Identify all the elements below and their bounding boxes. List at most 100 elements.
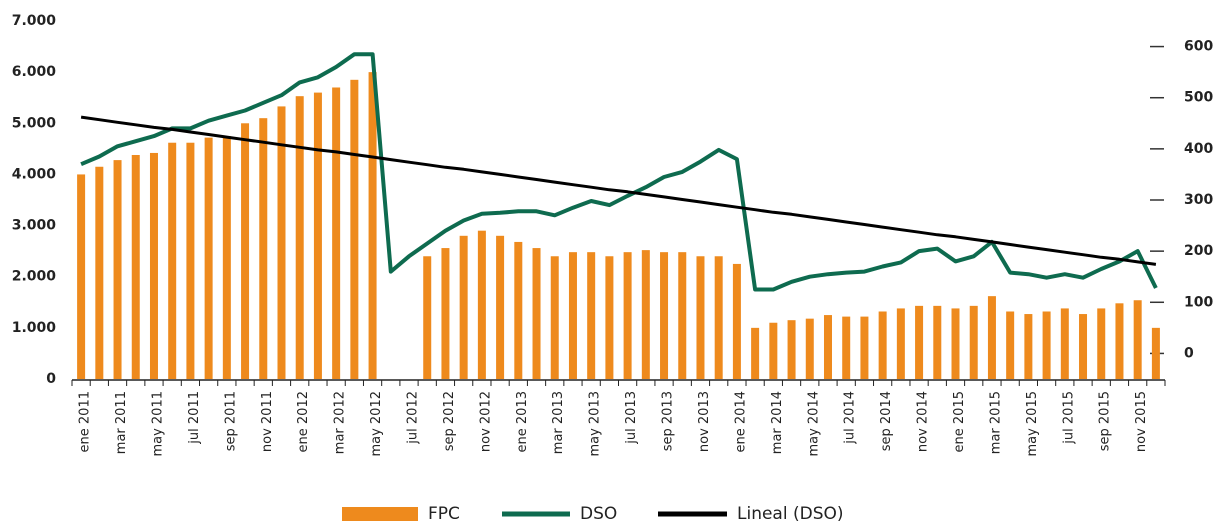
y2-tick-label: 300 — [1184, 192, 1213, 208]
x-tick-label: sep 2013 — [661, 391, 676, 451]
bar — [1060, 308, 1069, 379]
bar — [459, 235, 468, 379]
bar — [1024, 314, 1033, 379]
x-tick-label: jul 2013 — [624, 391, 639, 445]
x-tick-label: nov 2014 — [916, 391, 931, 452]
bar — [496, 235, 505, 379]
y-tick-label: 5.000 — [12, 115, 57, 131]
bar — [987, 296, 996, 379]
bar — [295, 96, 304, 380]
bar — [896, 308, 905, 379]
y2-tick-label: 400 — [1184, 141, 1213, 157]
bar — [787, 320, 796, 379]
bar — [751, 327, 760, 379]
legend-label: DSO — [580, 504, 617, 522]
bar — [332, 87, 341, 379]
bar — [222, 136, 231, 379]
bar — [623, 252, 632, 379]
x-tick-label: may 2015 — [1025, 391, 1040, 457]
x-tick-label: may 2011 — [150, 391, 165, 457]
y2-tick-label: 0 — [1184, 345, 1194, 361]
y-tick-label: 7.000 — [12, 13, 57, 29]
bar — [441, 248, 450, 379]
bar — [95, 166, 104, 379]
x-tick-label: may 2014 — [806, 391, 821, 457]
bar — [951, 308, 960, 379]
bar — [204, 137, 213, 379]
y2-tick-label: 500 — [1184, 90, 1213, 106]
y-tick-label: 2.000 — [12, 269, 57, 285]
bar — [423, 256, 432, 379]
bar — [805, 318, 814, 379]
x-tick-label: may 2013 — [588, 391, 603, 457]
bar — [1097, 308, 1106, 379]
bar — [568, 252, 577, 379]
bar — [1133, 300, 1142, 379]
x-tick-label: jul 2014 — [843, 391, 858, 445]
bar — [823, 315, 832, 379]
bar — [368, 72, 377, 380]
x-tick-label: mar 2014 — [770, 391, 785, 454]
x-tick-label: mar 2011 — [114, 391, 129, 454]
bar — [1151, 327, 1160, 379]
bar — [1115, 303, 1124, 379]
bar — [660, 252, 669, 379]
bar — [696, 256, 705, 379]
bar — [131, 154, 140, 379]
y2-tick-label: 600 — [1184, 39, 1213, 55]
bar — [769, 322, 778, 379]
x-tick-label: nov 2015 — [1134, 391, 1149, 452]
x-tick-label: mar 2012 — [333, 391, 348, 454]
bar — [514, 241, 523, 379]
legend-label: Lineal (DSO) — [737, 504, 844, 522]
bar — [1006, 311, 1015, 379]
bar — [477, 230, 486, 379]
x-tick-label: sep 2012 — [442, 391, 457, 451]
bar — [1079, 314, 1088, 379]
bar — [350, 79, 359, 380]
legend-swatch — [342, 507, 418, 521]
bar — [860, 316, 869, 379]
bar — [186, 142, 195, 379]
bar — [732, 263, 741, 379]
bar — [168, 142, 177, 379]
bar — [277, 106, 286, 379]
x-tick-label: ene 2013 — [515, 391, 530, 452]
x-tick-label: jul 2011 — [187, 391, 202, 445]
x-tick-label: nov 2011 — [260, 391, 275, 452]
bar — [587, 252, 596, 379]
x-tick-label: ene 2015 — [952, 391, 967, 452]
y-tick-label: 4.000 — [12, 166, 57, 182]
x-tick-label: jul 2012 — [406, 391, 421, 445]
bar — [605, 256, 614, 379]
x-tick-label: sep 2014 — [879, 391, 894, 451]
y2-tick-label: 100 — [1184, 294, 1213, 310]
x-tick-label: sep 2015 — [1098, 391, 1113, 451]
y-tick-label: 0 — [46, 371, 56, 387]
x-tick-label: may 2012 — [369, 391, 384, 457]
y-tick-label: 1.000 — [12, 320, 57, 336]
bar — [915, 305, 924, 379]
bar — [313, 92, 322, 379]
bar — [969, 305, 978, 379]
x-tick-label: ene 2012 — [296, 391, 311, 452]
y-tick-label: 6.000 — [12, 64, 57, 80]
bar — [259, 118, 268, 380]
bar — [842, 316, 851, 379]
legend-label: FPC — [428, 504, 460, 522]
x-tick-label: ene 2011 — [78, 391, 93, 452]
x-tick-label: sep 2011 — [223, 391, 238, 451]
line — [80, 115, 1157, 266]
bar — [241, 123, 250, 380]
bar — [678, 252, 687, 379]
x-tick-label: mar 2013 — [551, 391, 566, 454]
bar — [714, 256, 723, 379]
y2-tick-label: 200 — [1184, 243, 1213, 259]
bar — [113, 160, 122, 379]
x-tick-label: nov 2012 — [478, 391, 493, 452]
x-tick-label: ene 2014 — [733, 391, 748, 452]
bar — [641, 250, 650, 379]
x-tick-label: nov 2013 — [697, 391, 712, 452]
bar — [878, 311, 887, 379]
